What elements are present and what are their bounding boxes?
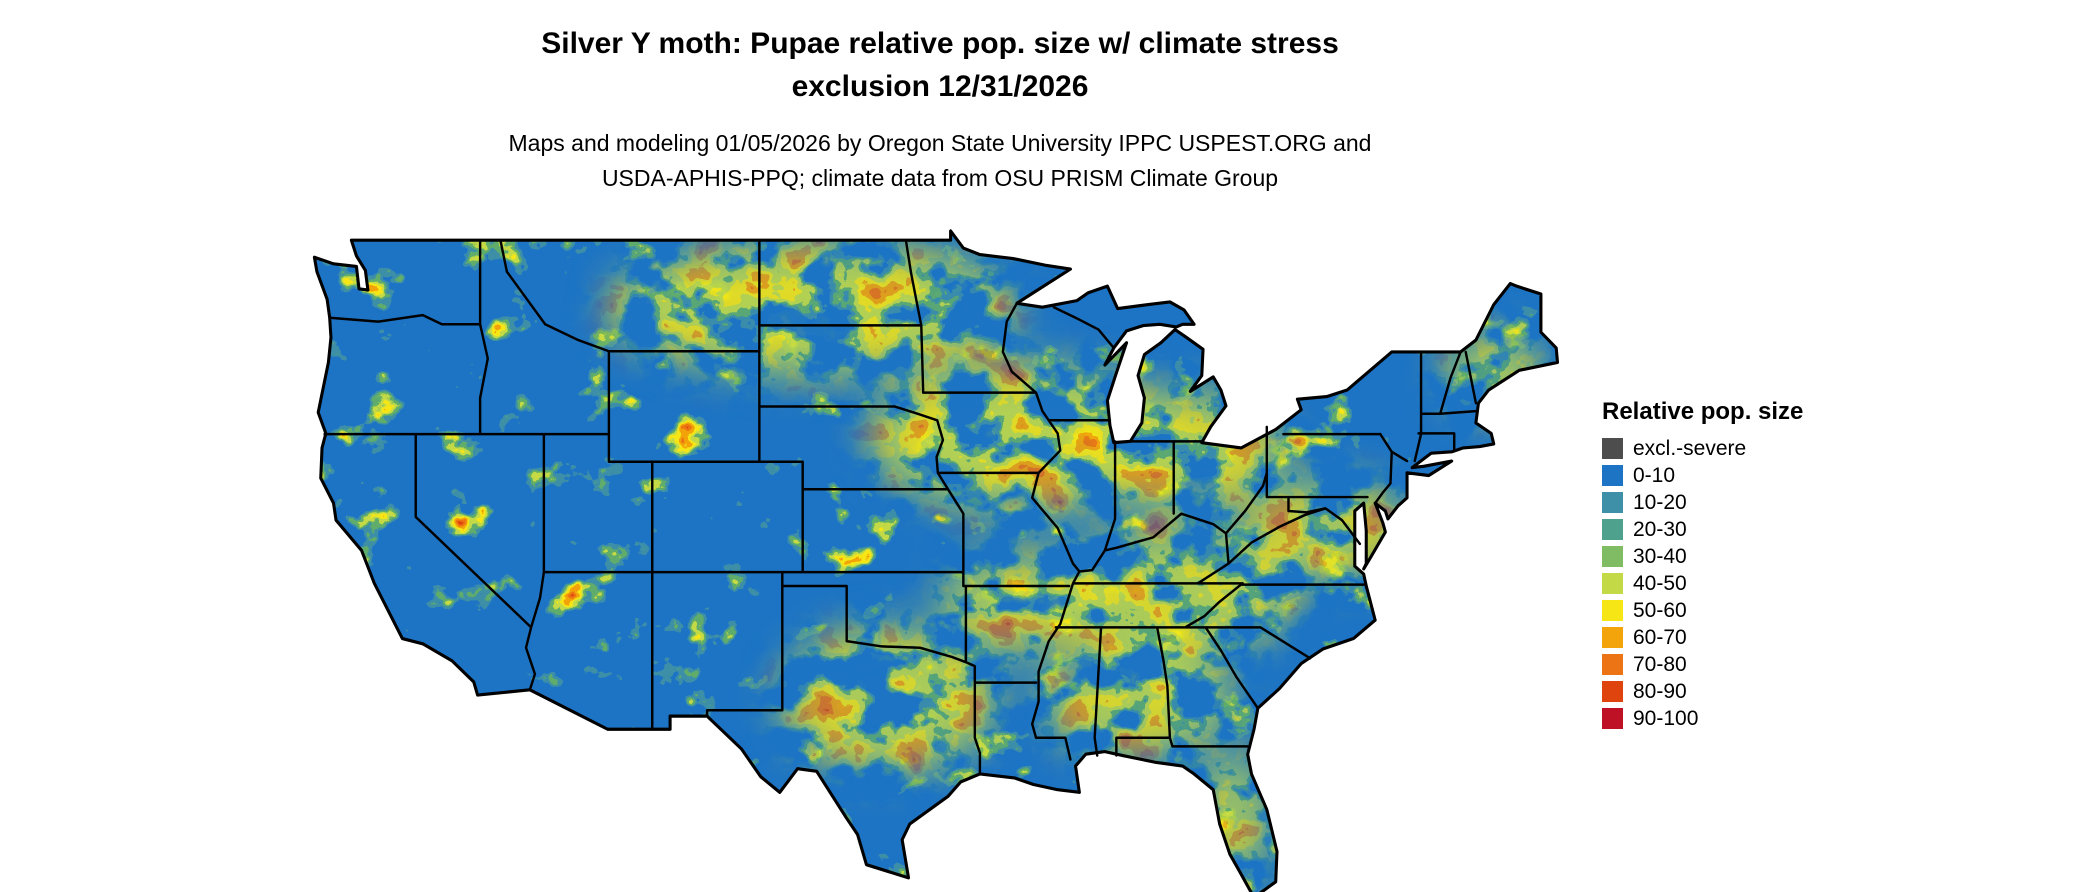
legend-item: 40-50 xyxy=(1602,573,1862,594)
map-subtitle-line2: USDA-APHIS-PPQ; climate data from OSU PR… xyxy=(601,165,1279,191)
legend-label: 20-30 xyxy=(1633,518,1687,541)
legend-label: excl.-severe xyxy=(1633,437,1747,460)
legend-item: 60-70 xyxy=(1602,627,1862,648)
us-map xyxy=(308,227,1583,892)
legend-label: 10-20 xyxy=(1633,491,1687,514)
us-outline xyxy=(312,229,1560,892)
legend-swatch xyxy=(1602,681,1623,702)
legend-swatch xyxy=(1602,708,1623,729)
raster-hotspot-layer xyxy=(314,230,1558,892)
map-title-line1: Silver Y moth: Pupae relative pop. size … xyxy=(541,27,1339,60)
legend-label: 0-10 xyxy=(1633,464,1676,487)
legend-swatch xyxy=(1602,438,1623,459)
legend-swatch xyxy=(1602,465,1623,486)
legend-label: 70-80 xyxy=(1633,653,1687,676)
legend-swatch xyxy=(1602,654,1623,675)
legend-swatch xyxy=(1602,546,1623,567)
legend-label: 30-40 xyxy=(1633,545,1687,568)
population-raster xyxy=(314,230,1558,892)
legend-item: excl.-severe xyxy=(1602,438,1862,459)
legend-item: 0-10 xyxy=(1602,465,1862,486)
legend-item: 30-40 xyxy=(1602,546,1862,567)
legend-title: Relative pop. size xyxy=(1602,398,1804,425)
legend-item: 10-20 xyxy=(1602,492,1862,513)
legend-swatch xyxy=(1602,573,1623,594)
map-title-line2: exclusion 12/31/2026 xyxy=(791,70,1089,103)
legend-swatch xyxy=(1602,627,1623,648)
legend: Relative pop. size excl.-severe 0-10 10-20… xyxy=(1602,398,1862,735)
legend-item: 70-80 xyxy=(1602,654,1862,675)
legend-label: 40-50 xyxy=(1633,572,1687,595)
legend-swatch xyxy=(1602,492,1623,513)
us-map-svg xyxy=(312,229,1560,892)
state-borders-path xyxy=(323,239,1478,776)
map-subtitle-line1: Maps and modeling 01/05/2026 by Oregon S… xyxy=(508,130,1372,156)
legend-item: 80-90 xyxy=(1602,681,1862,702)
legend-swatch xyxy=(1602,600,1623,621)
legend-label: 90-100 xyxy=(1633,707,1699,730)
legend-item: 50-60 xyxy=(1602,600,1862,621)
legend-label: 80-90 xyxy=(1633,680,1687,703)
legend-items: excl.-severe 0-10 10-20 20-30 30-40 40-50 50-6… xyxy=(1602,438,1862,729)
legend-item: 90-100 xyxy=(1602,708,1862,729)
legend-label: 60-70 xyxy=(1633,626,1687,649)
legend-item: 20-30 xyxy=(1602,519,1862,540)
map-subtitle: Maps and modeling 01/05/2026 by Oregon S… xyxy=(0,126,1880,196)
legend-swatch xyxy=(1602,519,1623,540)
legend-label: 50-60 xyxy=(1633,599,1687,622)
map-title: Silver Y moth: Pupae relative pop. size … xyxy=(0,22,1880,108)
